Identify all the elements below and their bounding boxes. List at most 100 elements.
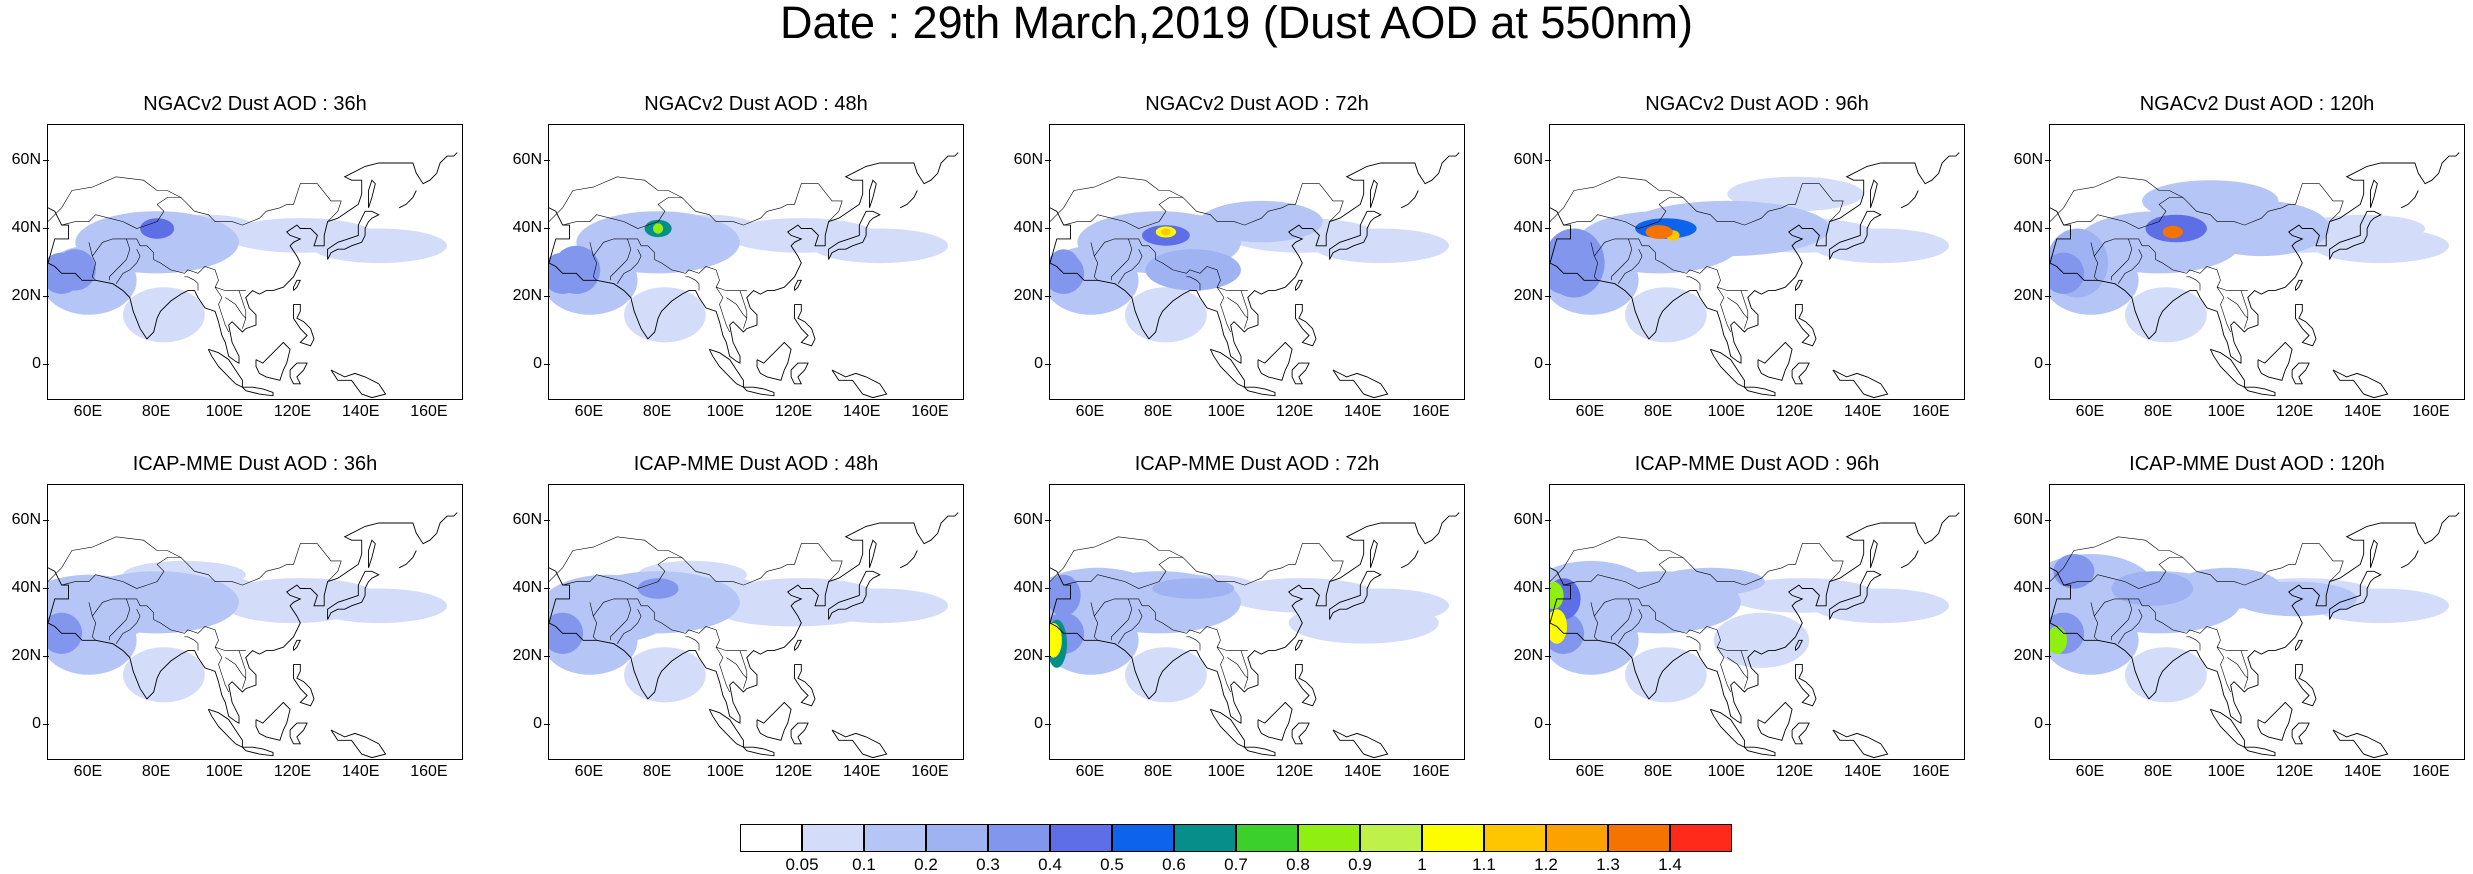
map-plot-area bbox=[2049, 124, 2465, 400]
coastline bbox=[1050, 512, 1460, 724]
dust-aod-map bbox=[1050, 152, 1460, 399]
map-plot-area bbox=[548, 124, 964, 400]
longitude-tick-label: 60E bbox=[2075, 763, 2105, 780]
coastline bbox=[1744, 746, 1776, 757]
coastline bbox=[1829, 210, 1882, 260]
country-border bbox=[685, 276, 700, 291]
longitude-tick-label: 80E bbox=[2143, 763, 2173, 780]
colorbar-swatch bbox=[1484, 824, 1546, 852]
longitude-tick-label: 80E bbox=[1643, 403, 1673, 420]
colorbar-swatch bbox=[1422, 824, 1484, 852]
map-plot-area bbox=[1549, 124, 1965, 400]
dust-plume bbox=[2234, 581, 2357, 617]
longitude-tick-label: 100E bbox=[706, 763, 744, 780]
dust-plume bbox=[2050, 626, 2067, 655]
coastline bbox=[2400, 190, 2419, 209]
longitude-tick-label: 120E bbox=[774, 403, 813, 420]
country-border bbox=[685, 636, 700, 651]
country-border bbox=[1063, 543, 1344, 589]
longitude-tick-label: 140E bbox=[843, 763, 881, 780]
dust-plume bbox=[1625, 287, 1707, 343]
country-border bbox=[88, 242, 97, 281]
country-border bbox=[1563, 183, 1844, 229]
dust-aod-map bbox=[1550, 152, 1960, 399]
country-border bbox=[1594, 238, 1633, 281]
coastline bbox=[293, 639, 302, 651]
coastline bbox=[2370, 539, 2378, 568]
longitude-tick-label: 100E bbox=[2207, 763, 2245, 780]
coastline bbox=[2295, 279, 2304, 291]
latitude-tick-label: 60N bbox=[3, 512, 49, 528]
country-border bbox=[2128, 238, 2248, 291]
longitude-tick-label: 120E bbox=[273, 763, 312, 780]
colorbar-swatch bbox=[1174, 824, 1236, 852]
country-border bbox=[593, 598, 632, 641]
country-border bbox=[1550, 536, 1684, 582]
latitude-tick-label: 0 bbox=[504, 716, 550, 732]
coastline bbox=[790, 722, 809, 745]
coastline bbox=[48, 512, 458, 724]
colorbar-swatch bbox=[1608, 824, 1670, 852]
dust-plume bbox=[1152, 578, 1235, 599]
country-border bbox=[1216, 287, 1231, 333]
country-border bbox=[2117, 249, 2143, 284]
coastline bbox=[2295, 303, 2317, 347]
map-plot-area bbox=[1549, 484, 1965, 760]
coastline bbox=[398, 550, 417, 569]
dust-plume bbox=[653, 223, 664, 234]
coastline bbox=[2244, 386, 2276, 397]
country-border bbox=[61, 183, 342, 229]
coastline bbox=[2295, 663, 2317, 707]
colorbar-swatch bbox=[740, 824, 802, 852]
panel-title: NGACv2 Dust AOD : 96h bbox=[1645, 93, 1869, 115]
longitude-tick-label: 160E bbox=[911, 763, 949, 780]
dust-aod-map bbox=[48, 152, 458, 399]
colorbar-label: 0.6 bbox=[1162, 855, 1186, 874]
country-border bbox=[1550, 176, 1684, 222]
longitude-tick-label: 100E bbox=[1707, 403, 1745, 420]
map-panel: NGACv2 Dust AOD : 36h 60N 40N 20N 0 60E 80E 100… bbox=[3, 92, 463, 420]
map-panel: ICAP-MME Dust AOD : 96h 60N 40N 20N 0 60E 80E 1… bbox=[1505, 452, 1965, 780]
longitude-tick-label: 140E bbox=[843, 403, 881, 420]
dust-aod-map bbox=[1550, 512, 1960, 759]
country-border bbox=[2216, 647, 2231, 693]
coastline bbox=[831, 729, 888, 759]
colorbar-swatch bbox=[864, 824, 926, 852]
longitude-tick-label: 120E bbox=[774, 763, 813, 780]
dust-plume bbox=[1550, 581, 1564, 610]
country-border bbox=[2090, 242, 2099, 281]
coastline bbox=[549, 512, 959, 724]
coastline bbox=[2050, 152, 2460, 364]
coastline bbox=[398, 190, 417, 209]
dust-aod-map bbox=[549, 512, 959, 759]
map-panel: NGACv2 Dust AOD : 48h 60N 40N 20N 0 60E 80E 100… bbox=[504, 92, 964, 420]
longitude-tick-label: 120E bbox=[1275, 763, 1314, 780]
country-border bbox=[2240, 650, 2249, 689]
coastline bbox=[794, 279, 803, 291]
latitude-tick-label: 40N bbox=[3, 580, 49, 596]
country-border bbox=[627, 598, 747, 651]
longitude-tick-label: 80E bbox=[1143, 403, 1173, 420]
country-border bbox=[225, 297, 247, 319]
coastline bbox=[327, 210, 380, 260]
longitude-tick-label: 80E bbox=[642, 763, 672, 780]
map-plot-area bbox=[2049, 484, 2465, 760]
coastline bbox=[207, 708, 243, 748]
longitude-tick-label: 120E bbox=[2275, 763, 2314, 780]
latitude-tick-label: 40N bbox=[504, 580, 550, 596]
longitude-tick-label: 100E bbox=[2207, 403, 2245, 420]
dust-plume bbox=[624, 647, 706, 703]
latitude-tick-label: 0 bbox=[1505, 716, 1551, 732]
country-border bbox=[549, 536, 683, 582]
coastline bbox=[1332, 369, 1389, 399]
coastline bbox=[743, 746, 775, 757]
country-border bbox=[715, 287, 730, 333]
dust-plume bbox=[225, 588, 362, 624]
country-border bbox=[2094, 598, 2133, 641]
latitude-tick-label: 60N bbox=[504, 152, 550, 168]
country-border bbox=[739, 650, 748, 689]
colorbar-label: 1 bbox=[1417, 855, 1427, 874]
country-border bbox=[1590, 242, 1599, 281]
latitude-tick-label: 20N bbox=[3, 288, 49, 304]
longitude-tick-label: 160E bbox=[1912, 763, 1950, 780]
